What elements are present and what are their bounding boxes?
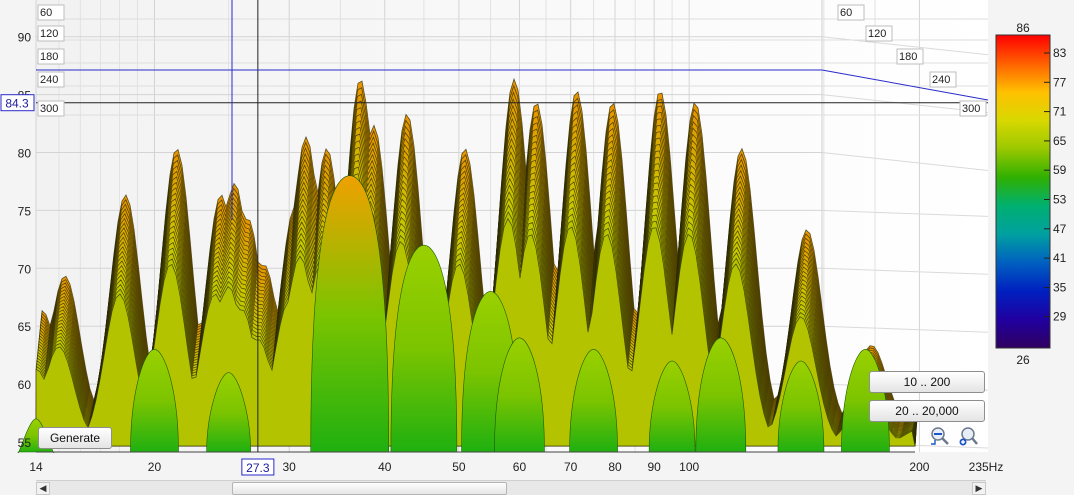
level-readout-box bbox=[0, 94, 35, 112]
front-slice-peak bbox=[206, 372, 251, 453]
front-slice-peak bbox=[494, 337, 545, 453]
y-tick-label: 80 bbox=[18, 147, 32, 161]
time-tick-label-right: 120 bbox=[868, 28, 886, 40]
waterfall-plot[interactable]: 5560657075808590142030405060708090100200… bbox=[0, 0, 1074, 480]
time-tick-label-left: 60 bbox=[40, 7, 52, 19]
time-tick-label-left: 240 bbox=[40, 74, 58, 86]
color-scale-tick-label: 47 bbox=[1053, 222, 1067, 236]
color-scale-tick-label: 59 bbox=[1053, 163, 1067, 177]
front-slice-peak bbox=[648, 360, 696, 453]
x-axis-end-label: 235Hz bbox=[969, 460, 1004, 474]
front-slice-peak bbox=[390, 244, 458, 453]
x-tick-label: 80 bbox=[608, 460, 622, 474]
time-tick-box-left bbox=[37, 25, 65, 42]
horizontal-scrollbar[interactable]: ◀ ▶ bbox=[36, 480, 986, 495]
color-scale-tick-label: 65 bbox=[1053, 134, 1067, 148]
scroll-left-arrow-icon[interactable]: ◀ bbox=[36, 482, 50, 495]
y-grid-perspective-line bbox=[821, 267, 989, 275]
scroll-right-arrow-icon[interactable]: ▶ bbox=[972, 482, 986, 495]
front-slice-peak bbox=[130, 349, 179, 453]
scrollbar-thumb[interactable] bbox=[232, 482, 507, 495]
time-tick-box-right bbox=[837, 4, 865, 21]
y-grid-perspective-line bbox=[821, 152, 989, 171]
frequency-readout: 27.3 bbox=[246, 461, 270, 475]
blue-reference-perspective[interactable] bbox=[821, 69, 989, 101]
y-tick-label: 90 bbox=[18, 31, 32, 45]
x-tick-label: 30 bbox=[283, 460, 297, 474]
range-20-20000-button[interactable]: 20 .. 20,000 bbox=[869, 400, 985, 422]
waterfall-surface bbox=[35, 77, 919, 447]
time-tick-label-right: 300 bbox=[962, 103, 980, 115]
time-tick-box-right bbox=[865, 25, 893, 42]
zoom-in-icon[interactable] bbox=[957, 425, 979, 447]
color-scale-tick-label: 53 bbox=[1053, 193, 1067, 207]
axis-labels: 5560657075808590142030405060708090100200… bbox=[0, 4, 1004, 476]
time-tick-box-left bbox=[37, 4, 65, 21]
x-tick-label: 20 bbox=[148, 460, 162, 474]
time-tick-box-right bbox=[959, 100, 987, 117]
color-scale-tick-label: 41 bbox=[1053, 251, 1067, 265]
time-tick-box-left bbox=[37, 100, 65, 117]
y-grid-perspective-line bbox=[821, 209, 989, 217]
y-tick-label: 55 bbox=[18, 436, 32, 450]
time-tick-label-left: 180 bbox=[40, 51, 58, 63]
time-tick-label-right: 180 bbox=[899, 51, 917, 63]
range-10-200-button[interactable]: 10 .. 200 bbox=[869, 371, 985, 393]
x-tick-label: 100 bbox=[679, 460, 699, 474]
color-scale-tick-label: 77 bbox=[1053, 75, 1067, 89]
color-scale-tick-label: 83 bbox=[1053, 46, 1067, 60]
x-tick-label: 50 bbox=[452, 460, 466, 474]
time-tick-label-left: 120 bbox=[40, 28, 58, 40]
generate-button[interactable]: Generate bbox=[38, 427, 112, 449]
time-tick-label-right: 60 bbox=[840, 7, 852, 19]
y-grid-perspective-line bbox=[821, 325, 989, 333]
cursor-lines[interactable] bbox=[36, 0, 989, 452]
frequency-readout-box bbox=[241, 458, 275, 476]
y-tick-label: 65 bbox=[18, 320, 32, 334]
color-scale-tick-label: 29 bbox=[1053, 310, 1067, 324]
front-slice-peak bbox=[569, 349, 618, 453]
x-tick-label: 90 bbox=[647, 460, 661, 474]
color-scale-bar bbox=[995, 34, 1051, 349]
time-tick-label-right: 240 bbox=[932, 74, 950, 86]
color-scale-tick-label: 71 bbox=[1053, 105, 1067, 119]
x-tick-label: 200 bbox=[909, 460, 929, 474]
x-tick-label: 60 bbox=[513, 460, 527, 474]
color-scale-legend: 86 26 83 77 71 65 59 53 47 41 35 29 bbox=[995, 21, 1067, 367]
y-tick-label: 75 bbox=[18, 204, 32, 218]
front-slice bbox=[17, 175, 915, 453]
time-tick-box-right bbox=[929, 71, 957, 88]
front-slice-peak bbox=[695, 337, 747, 453]
color-scale-min-label: 26 bbox=[1016, 353, 1030, 367]
color-scale-tick-label: 35 bbox=[1053, 280, 1067, 294]
level-readout: 84.3 bbox=[5, 97, 29, 111]
zoom-out-icon[interactable] bbox=[929, 425, 951, 447]
time-tick-box-left bbox=[37, 48, 65, 65]
y-tick-label: 70 bbox=[18, 262, 32, 276]
front-slice-peak bbox=[777, 360, 825, 453]
time-tick-box-left bbox=[37, 71, 65, 88]
time-tick-label-left: 300 bbox=[40, 103, 58, 115]
time-tick-box-right bbox=[896, 48, 924, 65]
color-scale-max-label: 86 bbox=[1016, 21, 1030, 35]
x-tick-label: 70 bbox=[564, 460, 578, 474]
y-tick-label: 60 bbox=[18, 378, 32, 392]
x-tick-label: 14 bbox=[29, 460, 43, 474]
front-slice-peak bbox=[310, 175, 390, 453]
x-tick-label: 40 bbox=[378, 460, 392, 474]
